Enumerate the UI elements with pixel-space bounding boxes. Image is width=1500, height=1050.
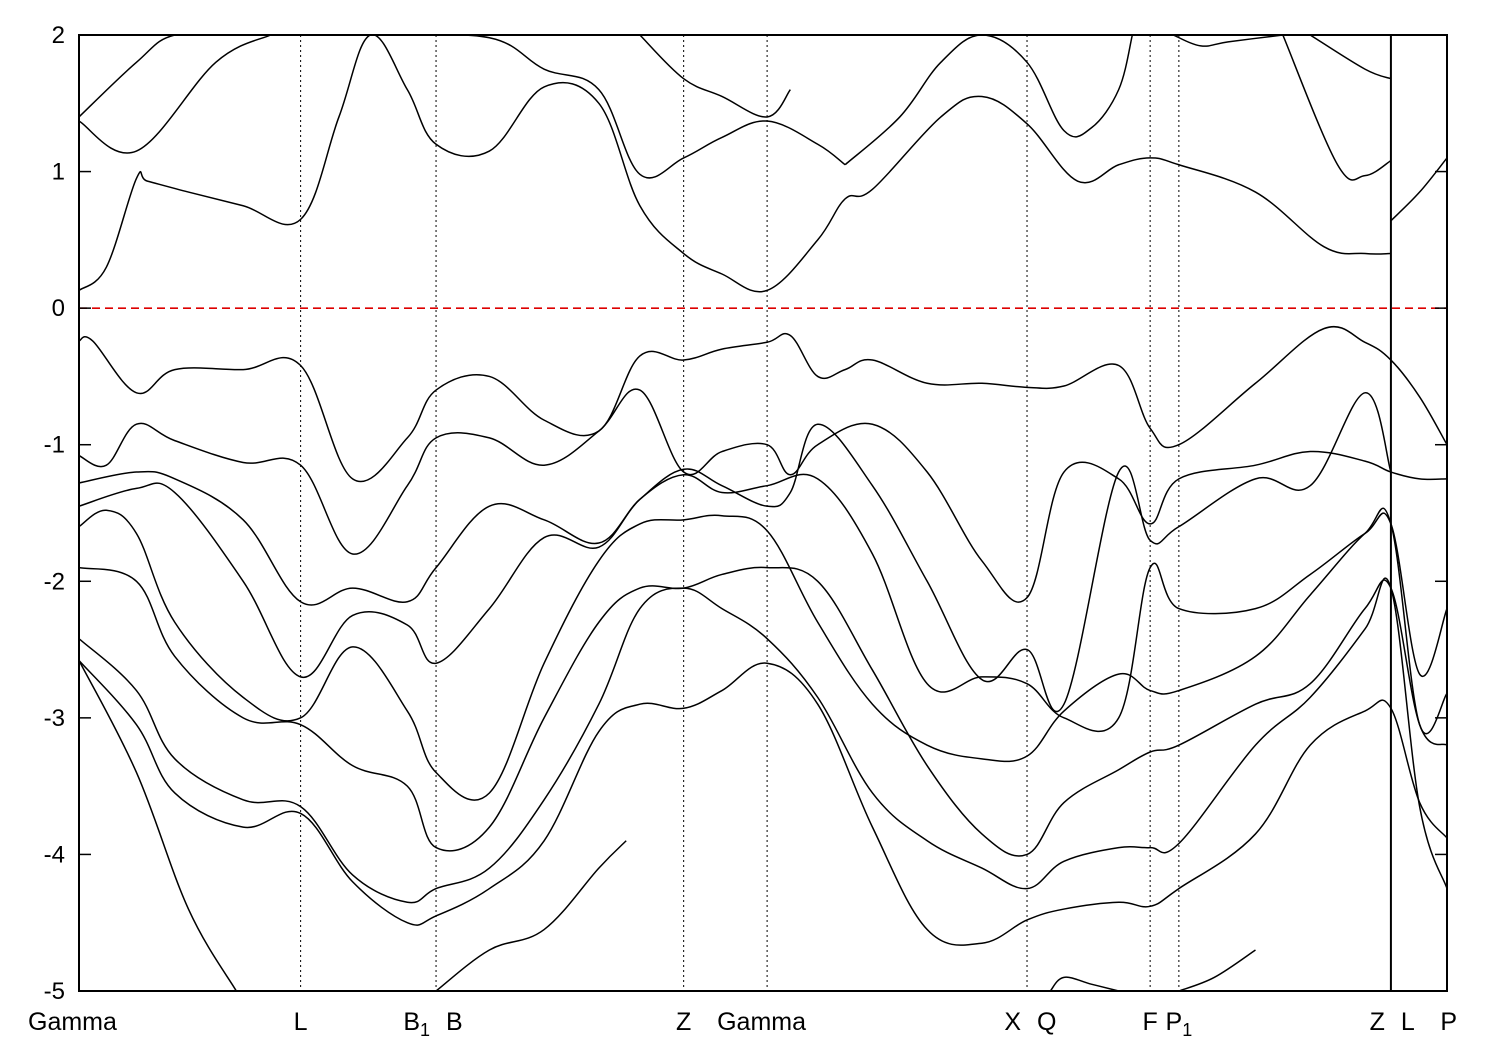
band-line <box>1390 157 1447 222</box>
band-line <box>79 388 1447 603</box>
x-kpoint-label: Q <box>1037 1008 1056 1036</box>
band-line <box>79 660 237 991</box>
y-tick-label: 0 <box>52 295 65 322</box>
band-line <box>1049 976 1119 991</box>
x-kpoint-label: L <box>1401 1008 1415 1036</box>
band-line <box>79 35 271 118</box>
band-line <box>639 35 791 118</box>
band-line <box>1282 35 1392 181</box>
band-line <box>1309 35 1392 80</box>
x-kpoint-label: L <box>294 1008 308 1036</box>
band-line <box>79 577 1447 904</box>
band-line <box>79 507 1447 801</box>
band-line <box>844 35 1134 166</box>
x-axis: Gamma L B1 B Z Gamma X Q F P1 Z L P <box>28 1008 1457 1040</box>
y-axis: -5 -4 -3 -2 -1 0 1 2 <box>44 22 1447 1005</box>
x-kpoint-label: Z <box>676 1008 691 1036</box>
band-line <box>79 473 1447 732</box>
x-kpoint-label: X <box>1004 1008 1021 1036</box>
x-kpoint-label: Gamma <box>28 1008 117 1036</box>
band-line <box>79 326 1447 483</box>
band-line <box>79 659 1447 946</box>
band-line <box>1173 35 1283 47</box>
band-line <box>435 840 627 991</box>
band-lines <box>79 35 1447 991</box>
y-tick-label: 1 <box>52 159 65 186</box>
y-tick-label: -3 <box>44 705 65 732</box>
x-kpoint-label: B1 <box>403 1008 430 1040</box>
band-line <box>79 392 1392 713</box>
y-tick-label: -1 <box>44 432 65 459</box>
band-line <box>79 35 271 154</box>
band-line <box>79 35 1391 293</box>
x-kpoint-label: Z <box>1370 1008 1385 1036</box>
y-tick-label: 2 <box>52 22 65 49</box>
band-line <box>1178 949 1256 991</box>
y-tick-label: -4 <box>44 841 65 868</box>
x-kpoint-label: B <box>446 1008 463 1036</box>
band-line <box>379 35 846 179</box>
x-kpoint-label: Gamma <box>717 1008 806 1036</box>
y-tick-label: -5 <box>44 978 65 1005</box>
x-kpoint-label: F <box>1143 1008 1158 1036</box>
plot-frame <box>78 34 1448 992</box>
x-kpoint-label: P1 <box>1166 1008 1193 1040</box>
band-line <box>79 566 1447 857</box>
y-tick-label: -2 <box>44 568 65 595</box>
x-kpoint-label: P <box>1440 1008 1457 1036</box>
